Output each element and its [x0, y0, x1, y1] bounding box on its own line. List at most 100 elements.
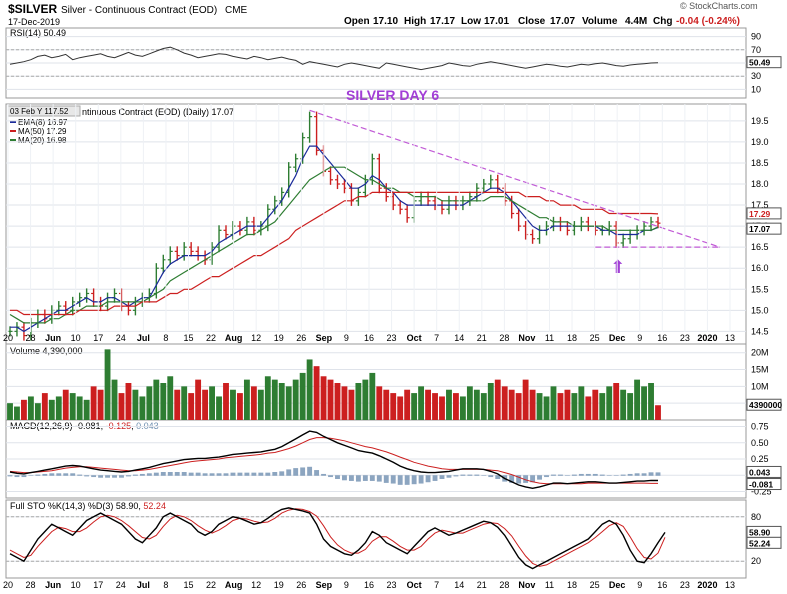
- x-axis-label-mid: 16: [657, 333, 667, 343]
- volume-bar: [48, 399, 55, 420]
- volume-bar: [209, 386, 215, 420]
- volume-value: 4.4M: [625, 16, 647, 27]
- volume-bar: [34, 403, 41, 420]
- macd-hist-bar: [314, 470, 320, 476]
- volume-bar: [111, 379, 118, 420]
- volume-label: Volume 4,390,000: [10, 346, 83, 356]
- sto-k-value: 58.90: [116, 501, 139, 511]
- macd-hist-bar: [411, 475, 417, 485]
- price-tick: 19.5: [751, 116, 769, 126]
- rsi-last-value-box: [746, 56, 782, 69]
- rsi-last-value: 50.49: [749, 58, 771, 68]
- volume-bar: [334, 383, 341, 420]
- ma50-last-value: 17.29: [749, 209, 771, 219]
- volume-bar: [21, 399, 27, 420]
- macd-hist-bar: [258, 472, 264, 476]
- x-axis-label-bottom: 24: [116, 580, 126, 590]
- price-hover-tag: 03 Feb Y 117.52: [7, 105, 81, 117]
- volume-bar: [369, 372, 376, 420]
- macd-hist-bar: [237, 472, 243, 476]
- macd-hist-bar: [7, 475, 13, 477]
- macd-hist-bar: [439, 475, 445, 479]
- x-axis-label-bottom: 9: [637, 580, 642, 590]
- volume-bar: [139, 396, 146, 420]
- rsi-tick: 30: [751, 71, 761, 81]
- x-axis-label-bottom: Dec: [609, 580, 626, 590]
- x-axis-label-bottom: 26: [296, 580, 306, 590]
- volume-bar: [41, 393, 48, 420]
- macd-hist-bar: [383, 475, 389, 483]
- volume-bar: [132, 389, 139, 420]
- price-tick: 15.5: [751, 284, 769, 294]
- volume-bar: [376, 386, 383, 420]
- macd-hist-bar: [495, 475, 501, 479]
- symbol[interactable]: $SILVER: [8, 2, 57, 16]
- sto-d-last-value: 52.24: [749, 538, 771, 548]
- sto-d-line: [9, 508, 666, 567]
- volume-bar: [564, 389, 571, 420]
- volume-bar: [181, 386, 188, 420]
- macd-hist-bar: [98, 475, 104, 478]
- macd-hist-bar: [397, 475, 403, 485]
- brand[interactable]: © StockCharts.com: [680, 1, 758, 11]
- macd-hist-bar: [321, 473, 326, 476]
- macd-hist-bar: [174, 472, 180, 476]
- macd-last-value-box: [746, 478, 782, 491]
- x-axis-label-bottom: 7: [434, 580, 439, 590]
- chart-date: 17-Dec-2019: [8, 17, 60, 27]
- volume-bar: [550, 386, 557, 420]
- x-axis-label-mid: 24: [116, 333, 126, 343]
- volume-bar: [480, 393, 487, 420]
- macd-hist-bar: [634, 473, 640, 476]
- volume-bar: [341, 386, 348, 420]
- volume-bar: [306, 359, 313, 420]
- sto-tick: 20: [751, 556, 761, 566]
- x-axis-label-bottom: 25: [590, 580, 600, 590]
- x-axis-label-bottom: Oct: [407, 580, 422, 590]
- macd-hist-bar: [460, 474, 466, 476]
- volume-bar: [355, 383, 362, 420]
- header: $SILVER Silver - Continuous Contract (EO…: [8, 1, 758, 27]
- macd-hist-bar: [390, 475, 396, 484]
- x-axis-label-mid: 8: [163, 333, 168, 343]
- x-axis-label-bottom: 8: [163, 580, 168, 590]
- rsi-label: RSI(14) 50.49: [10, 28, 66, 38]
- macd-hist-bar: [537, 475, 542, 480]
- instrument-name: Silver - Continuous Contract (EOD): [61, 5, 217, 16]
- x-axis-label-mid: 16: [364, 333, 374, 343]
- macd-hist-bar: [488, 475, 494, 478]
- volume-bar: [606, 386, 613, 420]
- volume-bar: [76, 396, 83, 420]
- macd-hist-bar: [230, 472, 236, 476]
- macd-hist-bar: [355, 475, 361, 482]
- x-axis-label-bottom: 28: [499, 580, 509, 590]
- price-tick: 19.0: [751, 137, 769, 147]
- volume-bar: [557, 393, 564, 420]
- volume-bar: [648, 383, 654, 420]
- x-axis-label-mid: 28: [499, 333, 509, 343]
- x-axis-label-mid: 7: [434, 333, 439, 343]
- volume-bar: [90, 386, 97, 420]
- volume-bar: [250, 386, 257, 420]
- macd-hist-last-value-box: [746, 465, 782, 478]
- x-axis-label-bottom: 28: [26, 580, 36, 590]
- macd-hist-bar: [146, 473, 152, 476]
- macd-hist-bar: [620, 474, 626, 476]
- volume-last-value: 4390000: [749, 400, 782, 410]
- volume-bar: [439, 396, 445, 420]
- volume-bar: [446, 389, 452, 420]
- macd-hist-bar: [348, 475, 354, 481]
- price-tick: 18.5: [751, 158, 769, 168]
- volume-bar: [292, 379, 299, 420]
- macd-hist-bar: [139, 473, 145, 476]
- legend-item: MA(50) 17.29: [18, 127, 67, 136]
- x-axis-label-mid: 28: [26, 333, 36, 343]
- high-label: High: [404, 16, 426, 27]
- volume-bar: [69, 393, 76, 420]
- macd-hist-bar: [105, 475, 110, 478]
- volume-bar: [466, 386, 473, 420]
- macd-hist-bar: [648, 472, 654, 476]
- rsi-tick: 70: [751, 45, 761, 55]
- macd-hist-bar: [272, 472, 278, 476]
- volume-bar: [418, 386, 425, 420]
